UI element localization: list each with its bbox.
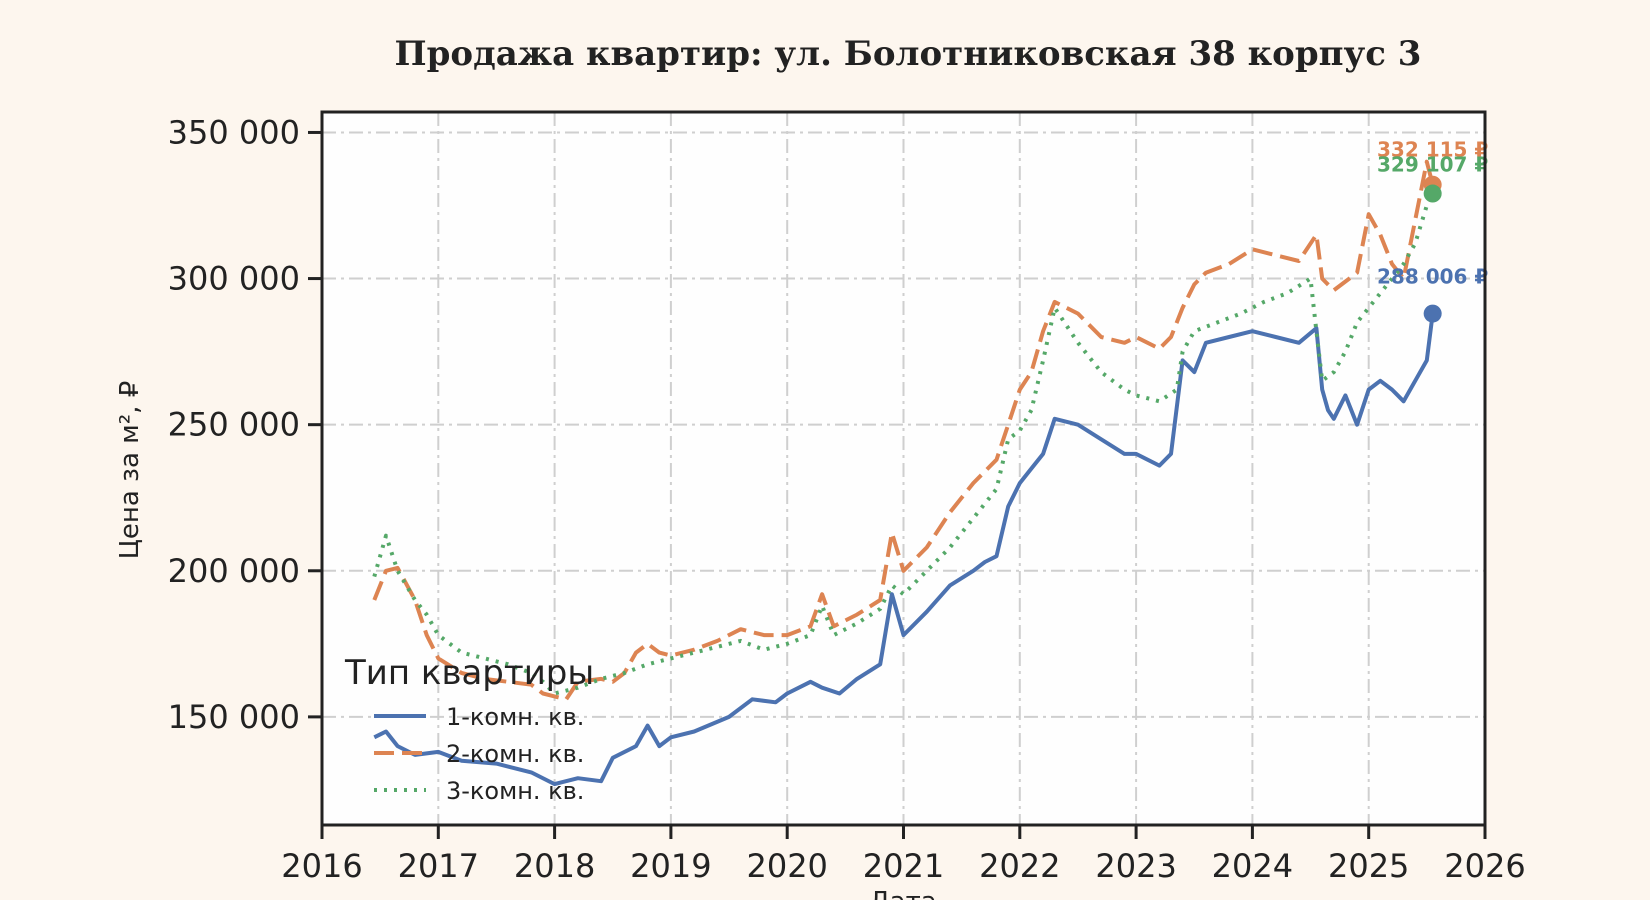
end-markers: 288 006 ₽ 332 115 ₽329 107 ₽ xyxy=(1377,138,1488,323)
x-tick-label: 2026 xyxy=(1444,847,1525,885)
x-tick-label: 2024 xyxy=(1212,847,1293,885)
x-tick-label: 2021 xyxy=(863,847,944,885)
x-tick-label: 2022 xyxy=(979,847,1060,885)
series-line-3 xyxy=(372,192,1435,696)
x-tick-label: 2025 xyxy=(1328,847,1409,885)
series-line-2 xyxy=(372,159,1435,702)
end-point-3 xyxy=(1423,184,1442,203)
x-tick-label: 2019 xyxy=(630,847,711,885)
y-tick-label: 350 000 xyxy=(168,113,300,151)
end-label-1: 288 006 ₽ xyxy=(1377,265,1488,289)
x-axis-label: Дата xyxy=(869,887,936,900)
x-tick-label: 2023 xyxy=(1095,847,1176,885)
y-tick-label: 200 000 xyxy=(168,552,300,590)
x-tick-label: 2020 xyxy=(746,847,827,885)
chart-title: Продажа квартир: ул. Болотниковская 38 к… xyxy=(395,34,1422,74)
x-tick-label: 2018 xyxy=(514,847,595,885)
y-tick-label: 150 000 xyxy=(168,698,300,736)
series-line-1 xyxy=(373,313,1435,787)
series-lines xyxy=(372,159,1435,787)
end-label-2: 332 115 ₽ xyxy=(1377,138,1488,162)
x-tick-label: 2017 xyxy=(398,847,479,885)
x-axis: 2016 2017 2018 2019 2020 2021 2022 2023 2024 2025… xyxy=(281,825,1526,885)
legend: Тип квартиры 1-комн. кв. 2-комн. кв. 3-ком… xyxy=(344,653,594,805)
legend-label-2: 2-комн. кв. xyxy=(446,740,584,768)
y-axis-label: Цена за м², ₽ xyxy=(115,381,145,560)
legend-label-1: 1-комн. кв. xyxy=(446,703,584,731)
y-axis: 150 000 200 000 250 000 300 000 350 000 xyxy=(168,113,322,736)
legend-title: Тип квартиры xyxy=(344,653,594,693)
y-tick-label: 250 000 xyxy=(168,406,300,444)
x-tick-label: 2016 xyxy=(281,847,362,885)
y-tick-label: 300 000 xyxy=(168,260,300,298)
end-label-3: 329 107 ₽ xyxy=(1377,153,1488,177)
end-point-1 xyxy=(1423,304,1442,323)
legend-label-3: 3-комн. кв. xyxy=(446,777,584,805)
